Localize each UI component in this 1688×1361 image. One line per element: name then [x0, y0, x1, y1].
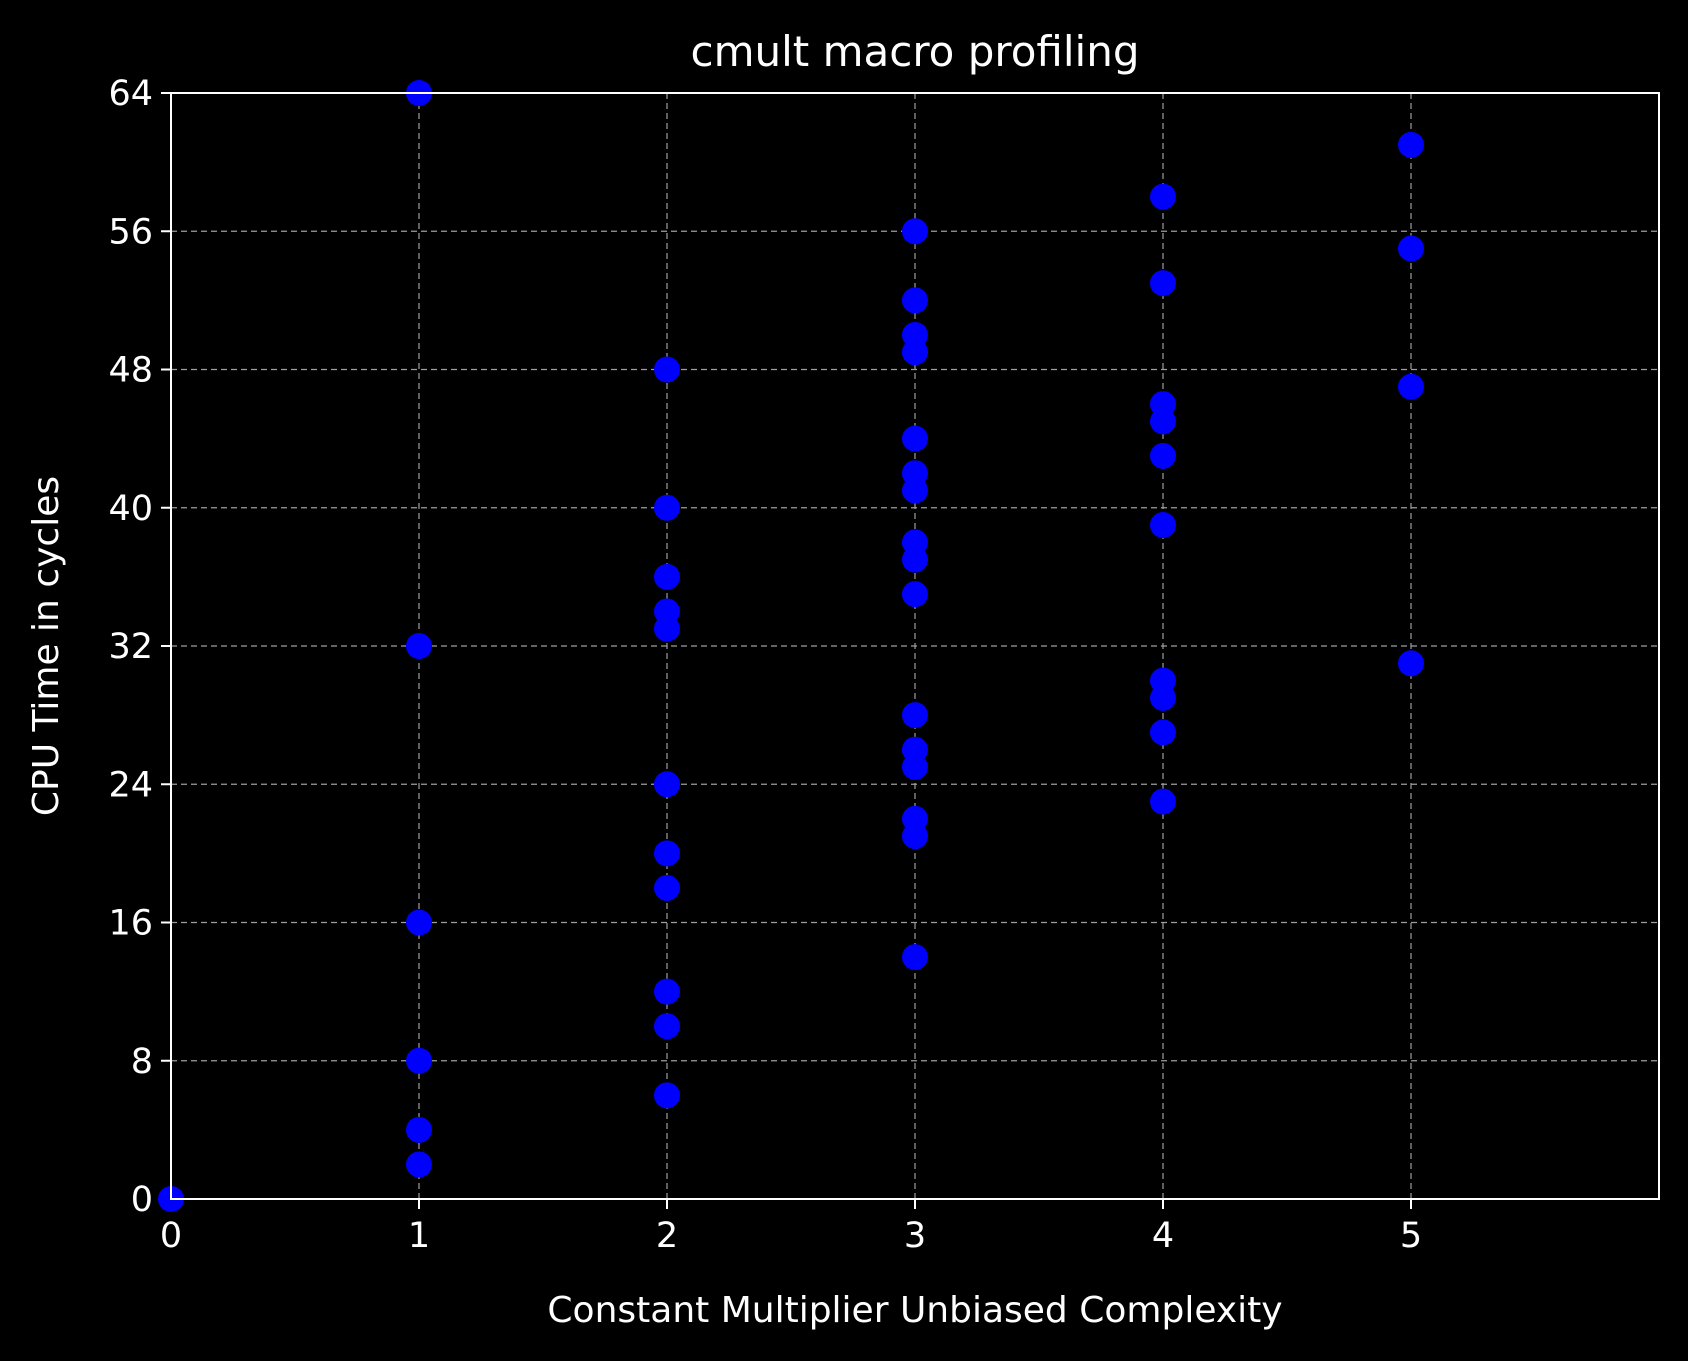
data-point: [1150, 512, 1176, 539]
y-axis-label: CPU Time in cycles: [26, 476, 67, 816]
data-point: [1398, 373, 1424, 400]
data-point: [1150, 719, 1176, 746]
data-point: [654, 563, 680, 590]
data-point: [902, 425, 928, 452]
y-tick-label: 56: [108, 212, 153, 252]
data-point: [902, 944, 928, 971]
data-points: [158, 80, 1424, 1212]
y-tick-label: 16: [108, 904, 153, 944]
data-point: [654, 978, 680, 1005]
data-point: [654, 771, 680, 798]
data-point: [654, 356, 680, 383]
y-tick-label: 64: [108, 74, 153, 114]
data-point: [406, 1047, 432, 1074]
data-point: [1150, 667, 1176, 694]
data-point: [902, 805, 928, 832]
plot-frame: [170, 92, 1660, 1200]
data-point: [902, 460, 928, 487]
y-tick-label: 32: [108, 627, 153, 667]
data-point: [902, 702, 928, 729]
data-point: [1150, 391, 1176, 418]
x-tick-label: 1: [408, 1216, 430, 1256]
data-point: [1150, 183, 1176, 210]
y-tick-label: 24: [108, 765, 153, 805]
data-point: [902, 529, 928, 556]
data-point: [406, 633, 432, 659]
x-tick-label: 3: [904, 1216, 926, 1256]
x-tick-label: 4: [1152, 1216, 1174, 1256]
data-point: [654, 494, 680, 521]
data-point: [1398, 650, 1424, 677]
y-tick-label: 0: [131, 1180, 153, 1220]
y-tick-label: 40: [108, 489, 153, 529]
data-point: [1150, 270, 1176, 297]
chart-title: cmult macro profiling: [690, 27, 1139, 76]
data-point: [654, 598, 680, 625]
data-point: [654, 840, 680, 867]
x-tick-label: 2: [656, 1216, 678, 1256]
data-point: [902, 581, 928, 608]
data-point: [654, 1013, 680, 1040]
y-tick-label: 48: [108, 351, 153, 391]
x-tick-label: 5: [1400, 1216, 1422, 1256]
data-point: [902, 736, 928, 763]
x-axis-label: Constant Multiplier Unbiased Complexity: [547, 1290, 1282, 1331]
data-point: [1398, 131, 1424, 158]
data-point: [902, 218, 928, 245]
data-point: [1398, 235, 1424, 262]
data-point: [406, 1116, 432, 1143]
data-point: [902, 287, 928, 314]
axis-ticks: 0 1 2 3 4 5 0 8 16 24 32 40 48 56 64: [108, 74, 1422, 1256]
data-point: [902, 321, 928, 348]
data-point: [1150, 788, 1176, 815]
data-point: [654, 874, 680, 901]
x-tick-label: 0: [160, 1216, 182, 1256]
data-point: [654, 1082, 680, 1109]
data-point: [406, 909, 432, 936]
data-point: [406, 1151, 432, 1178]
data-point: [1150, 442, 1176, 469]
y-tick-label: 8: [131, 1042, 153, 1082]
